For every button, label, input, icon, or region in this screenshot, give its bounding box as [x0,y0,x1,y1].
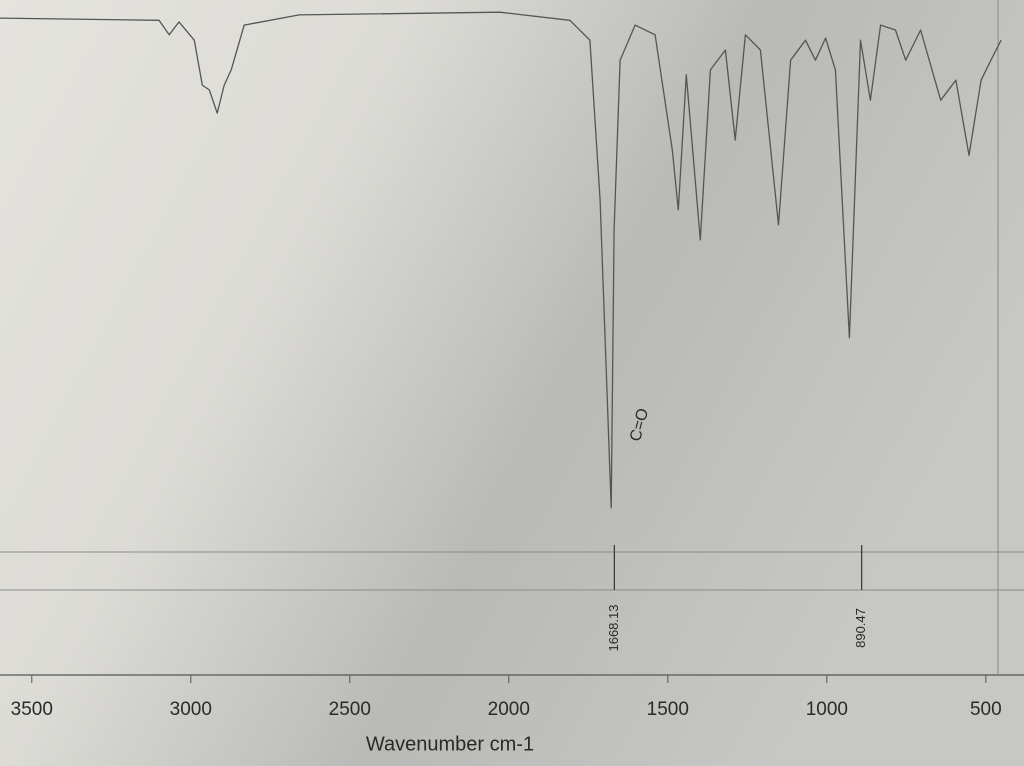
x-tick-label: 1500 [647,699,689,720]
x-tick-label: 2000 [488,699,530,720]
peak-label: 1668.13 [606,605,621,652]
x-axis-label: Wavenumber cm-1 [366,733,534,755]
x-tick-label: 500 [970,699,1002,720]
x-tick-label: 1000 [806,699,848,720]
x-tick-label: 3000 [170,699,212,720]
x-tick-label: 2500 [329,699,371,720]
spectrum-line [0,11,1002,509]
peak-label: 890.47 [853,608,868,648]
x-tick-label: 3500 [11,699,53,720]
